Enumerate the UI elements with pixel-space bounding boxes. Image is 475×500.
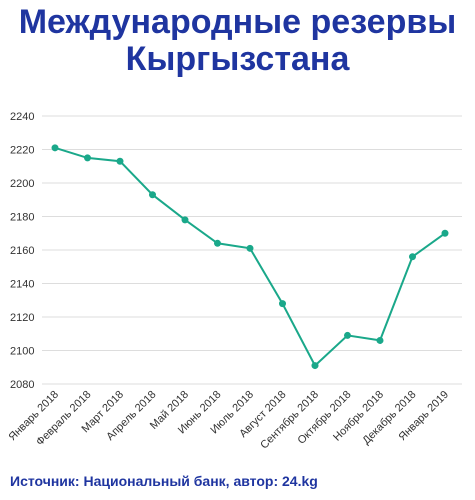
y-tick-label: 2180 <box>10 212 34 224</box>
title-line-1: Международные резервы <box>18 3 457 41</box>
data-point <box>344 331 351 339</box>
series-line <box>54 146 446 368</box>
data-point <box>441 229 449 237</box>
y-tick-label: 2120 <box>10 312 34 324</box>
data-point <box>51 144 59 152</box>
x-tick-label: Сентябрь 2018 <box>258 389 321 452</box>
data-point <box>214 239 221 247</box>
source-caption: Источник: Национальный банк, автор: 24.k… <box>10 473 318 489</box>
y-tick-label: 2200 <box>10 178 34 190</box>
y-tick-label: 2240 <box>10 111 34 123</box>
title-line-2: Кыргызстана <box>125 40 350 78</box>
chart-title: Международные резервы Кыргызстана <box>0 4 475 78</box>
data-points <box>51 144 449 370</box>
data-point <box>409 253 416 261</box>
data-point <box>376 336 384 344</box>
y-tick-label: 2220 <box>10 145 34 157</box>
data-point <box>116 157 124 165</box>
data-point <box>181 216 189 224</box>
y-tick-label: 2080 <box>10 379 34 391</box>
y-tick-label: 2140 <box>10 279 34 291</box>
y-tick-label: 2100 <box>10 346 34 358</box>
data-point <box>311 362 319 370</box>
gridlines <box>42 115 462 385</box>
data-point <box>279 300 286 308</box>
data-point <box>246 244 254 252</box>
y-tick-label: 2160 <box>10 245 34 257</box>
data-point <box>84 154 91 162</box>
line-chart: 2080 2100 2120 2140 2160 2180 2200 2220 2240 Янв… <box>7 111 462 452</box>
data-point <box>149 191 156 199</box>
y-axis-ticks: 2080 2100 2120 2140 2160 2180 2200 2220 2240 <box>10 111 34 391</box>
